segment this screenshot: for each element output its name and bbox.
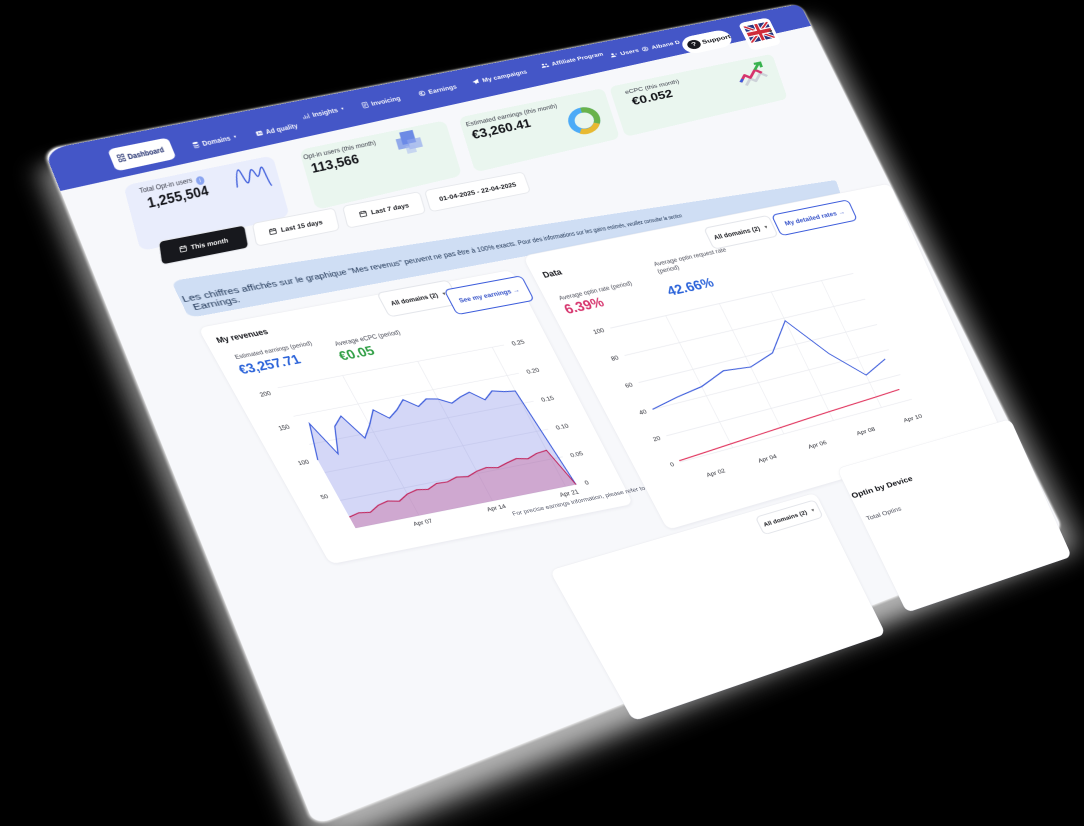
svg-text:80: 80 <box>609 354 619 362</box>
svg-text:Apr 14: Apr 14 <box>486 504 508 513</box>
svg-text:60: 60 <box>624 381 634 389</box>
svg-text:200: 200 <box>259 390 273 398</box>
svg-text:0.25: 0.25 <box>511 339 526 347</box>
svg-text:Apr 08: Apr 08 <box>855 426 876 437</box>
svg-text:50: 50 <box>320 494 330 501</box>
svg-text:20: 20 <box>652 435 662 443</box>
svg-text:Apr 02: Apr 02 <box>705 467 726 478</box>
svg-text:0.20: 0.20 <box>526 367 541 375</box>
svg-text:Apr 10: Apr 10 <box>902 412 923 423</box>
svg-text:Apr 07: Apr 07 <box>412 518 434 527</box>
svg-text:150: 150 <box>278 424 292 432</box>
svg-text:0: 0 <box>584 480 591 486</box>
svg-text:100: 100 <box>592 326 606 335</box>
svg-text:100: 100 <box>297 459 311 467</box>
svg-text:40: 40 <box>638 408 648 416</box>
svg-text:0: 0 <box>669 461 676 468</box>
svg-text:0.10: 0.10 <box>555 423 570 431</box>
svg-text:0.05: 0.05 <box>569 451 584 459</box>
svg-text:Apr 04: Apr 04 <box>757 453 779 464</box>
svg-text:Apr 21: Apr 21 <box>559 489 581 498</box>
svg-text:0.15: 0.15 <box>540 395 555 403</box>
svg-text:Apr 06: Apr 06 <box>807 439 828 450</box>
